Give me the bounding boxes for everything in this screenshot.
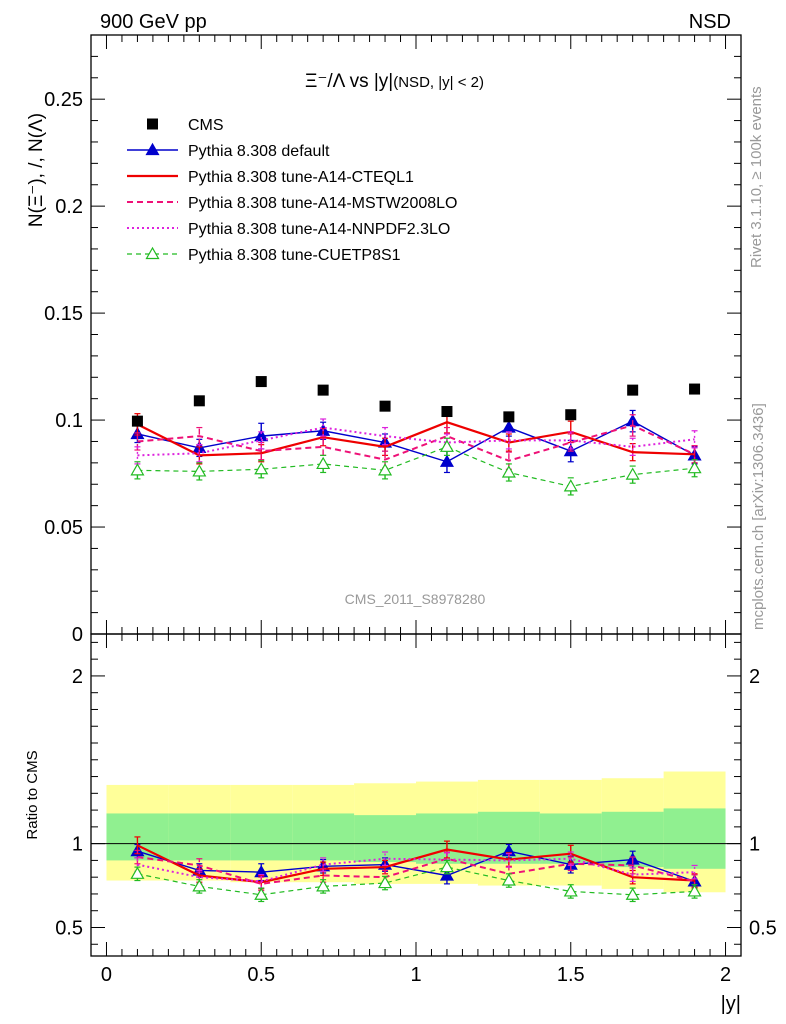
series-marker bbox=[192, 464, 207, 477]
cms-data-point bbox=[503, 411, 515, 423]
legend-marker bbox=[145, 246, 160, 260]
header-right-label: NSD bbox=[689, 11, 731, 33]
cms-data-point bbox=[565, 409, 577, 421]
main-ylabel: N(Ξ⁻), /, N(Λ) bbox=[26, 113, 47, 227]
axis-ticks: 0 0.5 1 1.5 2 0 0.05 0.1 0.15 0.2 0.25 0.5 0.5 1 1 2 2 bbox=[44, 34, 777, 986]
cms-data-point bbox=[379, 400, 391, 412]
rivet-label: Rivet 3.1.10, ≥ 100k events bbox=[748, 86, 765, 268]
series-line bbox=[136, 421, 695, 457]
series-marker bbox=[378, 875, 393, 889]
series-line bbox=[137, 850, 695, 883]
series-marker bbox=[254, 462, 269, 475]
ratio-y-tick-label-right: 1 bbox=[749, 834, 760, 856]
y-tick-label: 0 bbox=[72, 624, 83, 646]
cms-data-point bbox=[689, 383, 701, 395]
main-panel-series bbox=[130, 376, 702, 496]
legend: CMS Pythia 8.308 default Pythia 8.308 tune… bbox=[127, 117, 457, 264]
legend-label: Pythia 8.308 default bbox=[188, 143, 330, 160]
stat-band-bin bbox=[292, 813, 355, 861]
stat-band-bin bbox=[230, 813, 293, 861]
series-line bbox=[137, 426, 695, 457]
series-marker bbox=[316, 879, 331, 892]
cms-data-point bbox=[627, 384, 639, 396]
legend-label: Pythia 8.308 tune-CUETP8S1 bbox=[188, 247, 401, 264]
y-tick-label: 0.15 bbox=[44, 303, 83, 325]
legend-marker bbox=[145, 142, 160, 156]
series-marker bbox=[625, 467, 640, 480]
series-marker bbox=[501, 420, 516, 433]
x-tick-label: 1 bbox=[410, 964, 421, 986]
ratio-y-tick-label: 1 bbox=[72, 834, 83, 856]
series-marker bbox=[378, 463, 393, 476]
y-tick-label: 0.2 bbox=[55, 196, 83, 218]
cms-data-point bbox=[255, 376, 267, 388]
legend-label: Pythia 8.308 tune-A14-NNPDF2.3LO bbox=[188, 221, 450, 238]
cms-data-point bbox=[193, 395, 205, 407]
legend-marker-cms bbox=[147, 118, 158, 130]
series-line bbox=[137, 424, 695, 462]
x-tick-label: 0.5 bbox=[247, 964, 275, 986]
series-marker bbox=[130, 866, 145, 879]
legend-label: Pythia 8.308 tune-A14-CTEQL1 bbox=[188, 169, 414, 186]
series-marker bbox=[687, 884, 702, 897]
legend-label: CMS bbox=[188, 117, 224, 134]
series-marker bbox=[687, 460, 702, 474]
series-marker bbox=[439, 454, 454, 467]
series-marker bbox=[130, 463, 145, 476]
series-line bbox=[137, 866, 695, 896]
ratio-xlabel: |y| bbox=[721, 993, 741, 1015]
series-marker bbox=[501, 873, 516, 886]
cms-data-point bbox=[441, 406, 453, 418]
series-marker bbox=[501, 465, 516, 478]
ratio-y-tick-label: 2 bbox=[72, 666, 83, 688]
ratio-ylabel: Ratio to CMS bbox=[24, 750, 41, 839]
y-tick-label: 0.05 bbox=[44, 517, 83, 539]
ratio-y-tick-label-right: 0.5 bbox=[749, 917, 777, 939]
stat-band-bin bbox=[663, 808, 726, 869]
series-marker bbox=[192, 879, 207, 892]
x-tick-label: 1.5 bbox=[557, 964, 585, 986]
analysis-watermark: CMS_2011_S8978280 bbox=[345, 591, 486, 607]
series-line bbox=[137, 446, 695, 488]
plot-title-sub: (NSD, |y| < 2) bbox=[393, 74, 484, 91]
x-tick-label: 2 bbox=[720, 964, 731, 986]
legend-label: Pythia 8.308 tune-A14-MSTW2008LO bbox=[188, 195, 457, 212]
series-marker bbox=[439, 859, 454, 873]
cms-data-point bbox=[317, 384, 329, 396]
series-marker bbox=[439, 868, 454, 881]
series-marker bbox=[563, 884, 578, 897]
y-tick-label: 0.25 bbox=[44, 89, 83, 111]
series-marker bbox=[625, 887, 640, 900]
series-marker bbox=[563, 479, 578, 492]
ratio-y-tick-label: 0.5 bbox=[55, 917, 83, 939]
series-marker bbox=[439, 439, 454, 452]
series-line bbox=[137, 856, 695, 885]
ratio-y-tick-label-right: 2 bbox=[749, 666, 760, 688]
x-tick-label: 0 bbox=[101, 964, 112, 986]
cms-data-point bbox=[131, 415, 143, 427]
series-marker bbox=[316, 456, 331, 470]
mcplots-label: mcplots.cern.ch [arXiv:1306.3436] bbox=[750, 403, 767, 630]
series-line bbox=[137, 420, 695, 463]
y-tick-label: 0.1 bbox=[55, 410, 83, 432]
stat-band-bin bbox=[168, 813, 231, 861]
plot-title-main: Ξ⁻/Λ vs |y| bbox=[305, 71, 393, 92]
header-left-label: 900 GeV pp bbox=[100, 11, 207, 33]
plot-title: Ξ⁻/Λ vs |y|(NSD, |y| < 2) bbox=[305, 71, 484, 92]
series-marker bbox=[254, 887, 269, 900]
ratio-panel-series bbox=[130, 836, 702, 903]
